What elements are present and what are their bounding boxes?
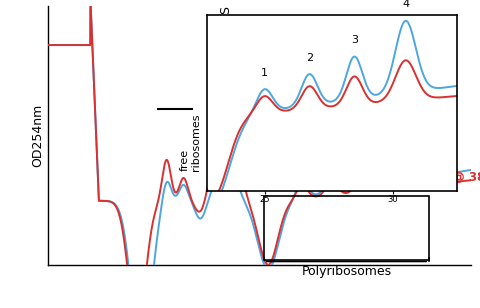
Text: 30 min @ 38°C: 30 min @ 38°C (403, 171, 480, 184)
Text: Polyribosomes: Polyribosomes (301, 265, 391, 278)
Text: 4: 4 (401, 0, 408, 9)
Text: 3: 3 (350, 35, 357, 45)
Bar (264, 196, 428, 260)
Y-axis label: OD254nm: OD254nm (31, 104, 44, 167)
Text: 20°C: 20°C (403, 135, 432, 148)
Text: 1: 1 (261, 68, 267, 78)
Text: 80S: 80S (219, 5, 232, 29)
Text: 2: 2 (305, 53, 312, 63)
Text: free
ribosomes: free ribosomes (179, 114, 201, 171)
